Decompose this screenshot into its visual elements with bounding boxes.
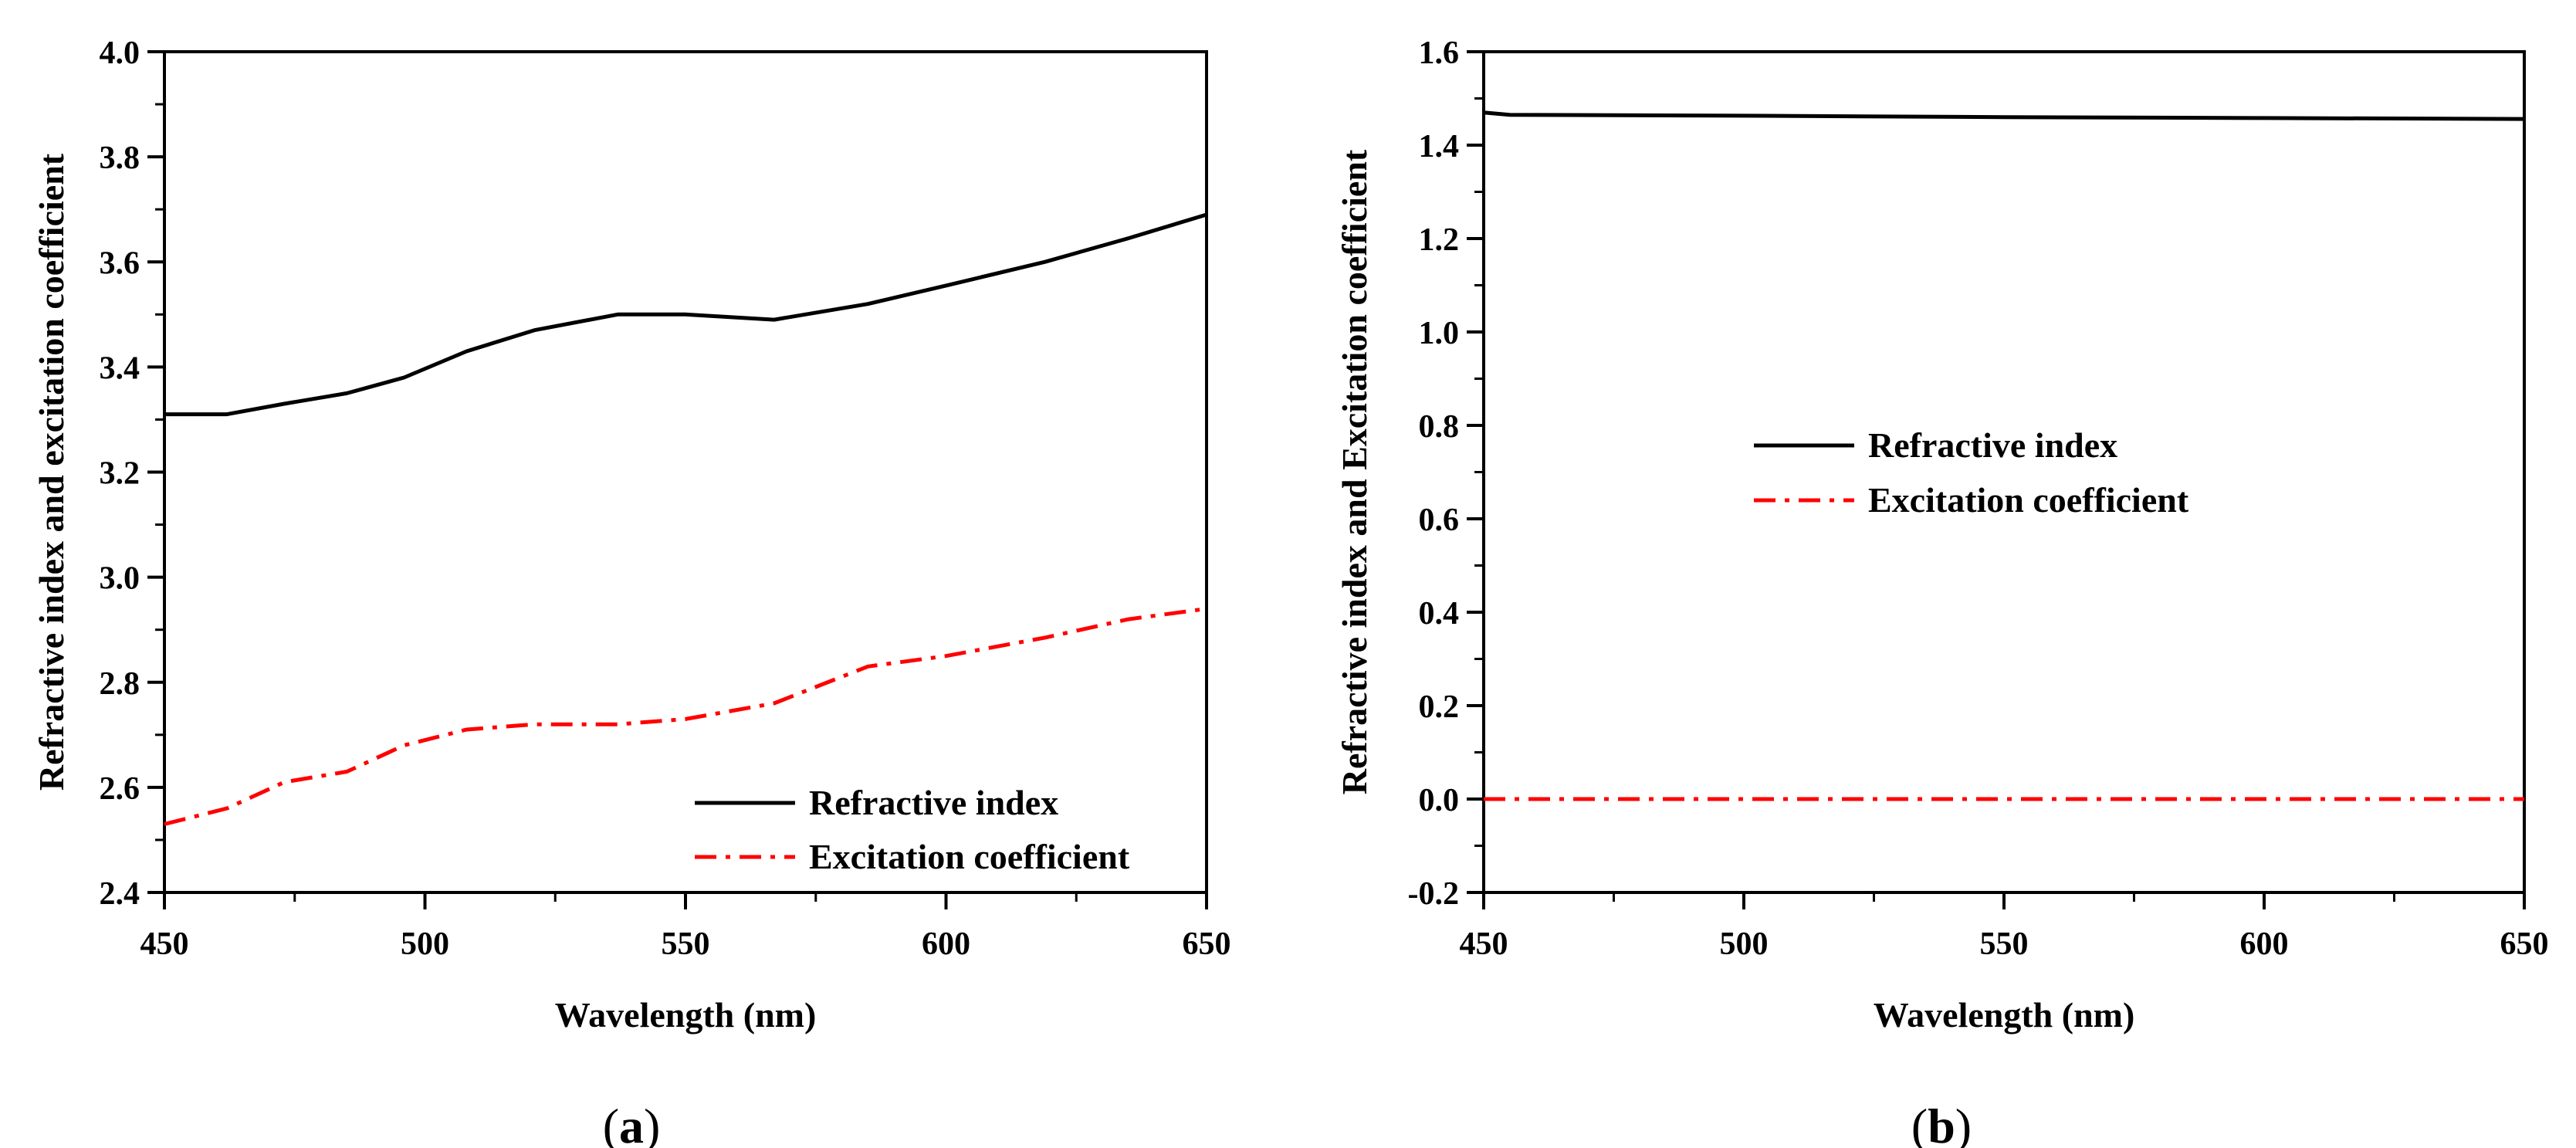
chart-a-x-axis-title: Wavelength (nm) <box>555 995 817 1035</box>
panel-label-letter: b <box>1928 1099 1955 1148</box>
chart-a-series-refractive-index <box>164 212 1207 417</box>
chart-b-x-tick-label: 650 <box>2500 926 2549 962</box>
chart-b-y-tick-label: 0.2 <box>1419 689 1460 725</box>
chart-b: 450 500 550 600 650 -0.2 0.0 0.2 0.4 0.6 0.8 1.0 1.2… <box>1335 36 2549 1148</box>
chart-b-series-refractive-index <box>1483 110 2525 121</box>
chart-b-y-tick-label: 0.4 <box>1419 596 1460 632</box>
chart-b-plot-frame <box>1482 50 2526 894</box>
chart-b-y-tick-label: 0.6 <box>1419 503 1460 538</box>
chart-a-y-tick-label: 3.2 <box>100 456 140 492</box>
chart-b-x-tick-label: 600 <box>2240 926 2289 962</box>
chart-b-x-tick-label: 450 <box>1460 926 1508 962</box>
chart-b-legend: Refractive index Excitation coefficient <box>1754 425 2189 520</box>
chart-b-y-axis-title: Refractive index and Excitation coeffici… <box>1335 149 1374 794</box>
chart-a-legend-label-excitation-coefficient: Excitation coefficient <box>809 837 1130 876</box>
chart-b-x-tick-label: 550 <box>1980 926 2029 962</box>
chart-a-y-tick-label: 4.0 <box>100 36 140 71</box>
panel-label-letter: a <box>619 1099 644 1148</box>
chart-b-y-tick-label: 0.8 <box>1419 409 1460 445</box>
chart-b-y-tick-label: 0.0 <box>1419 783 1460 818</box>
chart-a-x-tick-label: 500 <box>401 926 449 962</box>
panel-label-open-paren: ( <box>603 1099 619 1148</box>
chart-a-y-tick-label: 2.6 <box>100 771 140 807</box>
chart-a-series-excitation-coefficient <box>164 607 1207 826</box>
chart-a: 450 500 550 600 650 2.4 2.6 2.8 3.0 3.2 3.4 3.6 3.8 4… <box>32 36 1231 1148</box>
chart-a-y-tick-label: 3.8 <box>100 141 140 176</box>
chart-a-x-tick-label: 450 <box>140 926 189 962</box>
panel-label-close-paren: ) <box>644 1099 660 1148</box>
chart-a-y-tick-label: 2.4 <box>100 876 140 912</box>
chart-a-plot-frame <box>163 50 1208 894</box>
panel-label-close-paren: ) <box>1955 1099 1972 1148</box>
chart-b-y-tick-label: 1.4 <box>1419 129 1460 164</box>
chart-a-x-tick-label: 600 <box>922 926 970 962</box>
chart-b-legend-label-refractive-index: Refractive index <box>1868 425 2117 465</box>
panel-label-open-paren: ( <box>1911 1099 1928 1148</box>
chart-b-y-tick-label: 1.6 <box>1419 36 1460 71</box>
chart-a-legend-label-refractive-index: Refractive index <box>809 783 1058 822</box>
chart-a-y-tick-label: 3.6 <box>100 246 140 281</box>
chart-b-y-tick-label: 1.0 <box>1419 316 1460 351</box>
chart-a-legend: Refractive index Excitation coefficient <box>695 783 1130 876</box>
chart-a-x-tick-label: 650 <box>1183 926 1231 962</box>
chart-a-panel-label: (a) <box>603 1099 661 1148</box>
chart-b-y-tick-label: -0.2 <box>1408 876 1460 912</box>
chart-b-panel-label: (b) <box>1911 1099 1972 1148</box>
chart-b-x-axis-title: Wavelength (nm) <box>1874 995 2135 1035</box>
chart-a-y-tick-label: 3.0 <box>100 561 140 597</box>
chart-b-x-tick-label: 500 <box>1720 926 1769 962</box>
chart-a-y-axis-title: Refractive index and excitation coeffici… <box>32 153 71 791</box>
chart-a-y-tick-label: 3.4 <box>100 350 140 386</box>
chart-a-x-tick-label: 550 <box>662 926 710 962</box>
chart-b-legend-label-excitation-coefficient: Excitation coefficient <box>1868 480 2189 520</box>
chart-b-y-tick-label: 1.2 <box>1419 222 1460 258</box>
chart-a-y-tick-label: 2.8 <box>100 666 140 702</box>
